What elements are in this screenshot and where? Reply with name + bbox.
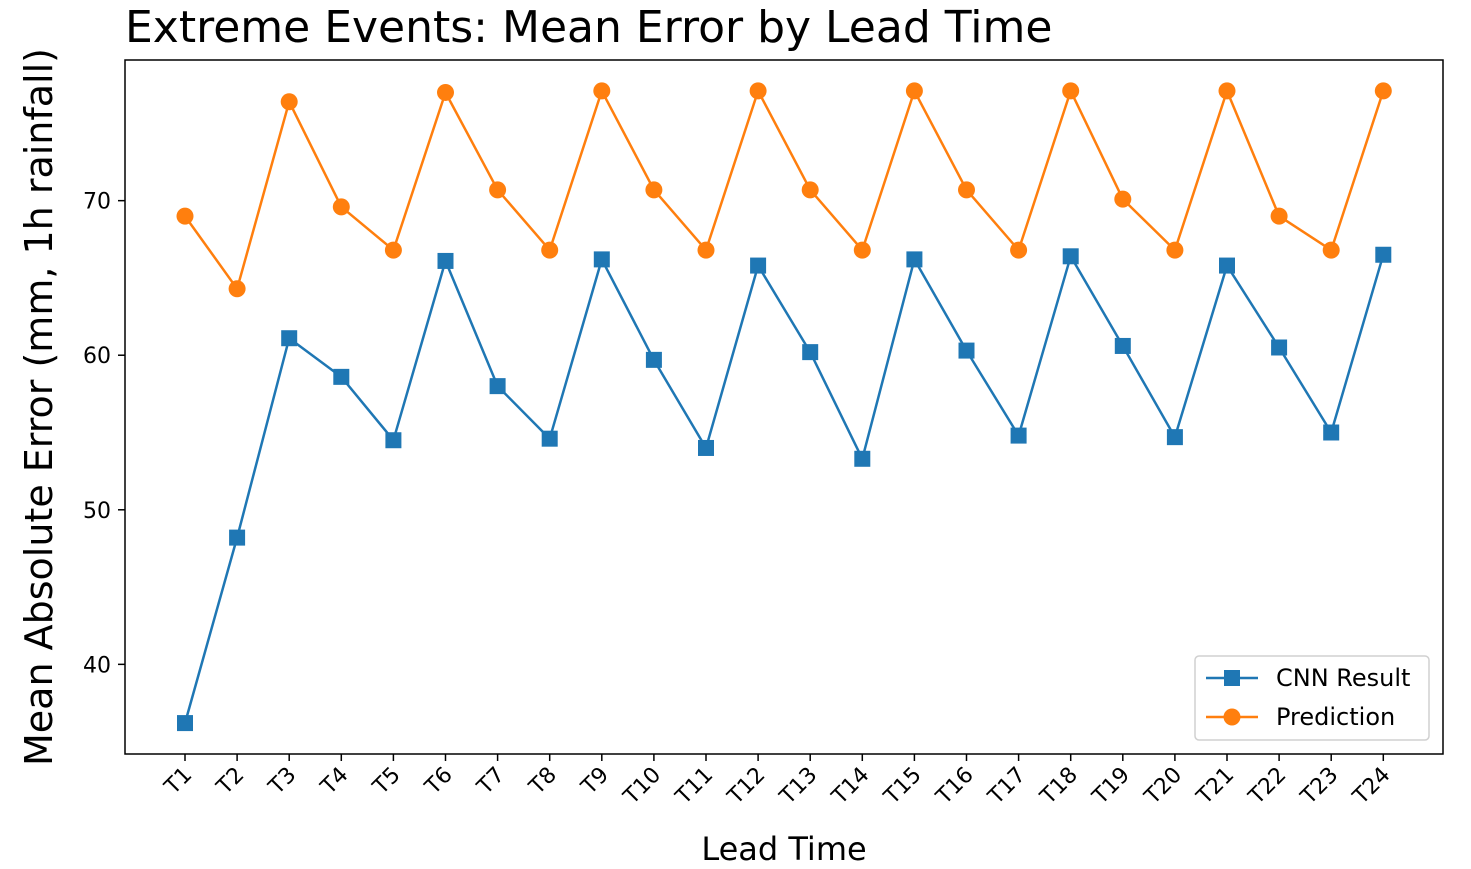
x-tick-label: T4 <box>316 763 354 801</box>
data-point-cnn-result <box>385 432 402 449</box>
y-tick-label: 60 <box>83 344 111 369</box>
legend-label-cnn: CNN Result <box>1276 664 1410 692</box>
data-point-prediction <box>1270 207 1288 225</box>
data-point-cnn-result <box>593 251 610 268</box>
plot-frame <box>124 59 1444 755</box>
x-tick-label: T10 <box>618 763 666 811</box>
x-tick-label: T22 <box>1244 763 1292 811</box>
data-point-prediction <box>280 93 298 111</box>
x-tick-label: T20 <box>1139 763 1187 811</box>
data-point-prediction <box>905 82 923 100</box>
data-point-cnn-result <box>177 715 193 732</box>
data-point-prediction <box>541 241 559 259</box>
data-point-cnn-result <box>541 430 558 447</box>
data-point-prediction <box>593 82 611 100</box>
data-point-cnn-result <box>489 378 506 395</box>
x-tick-label: T6 <box>420 763 458 801</box>
data-point-prediction <box>1166 241 1184 259</box>
x-tick-label: T19 <box>1087 763 1135 811</box>
x-tick-label: T2 <box>212 763 250 801</box>
x-tick-label: T21 <box>1192 763 1240 811</box>
data-point-prediction <box>228 280 246 298</box>
series-layer <box>176 82 1392 732</box>
x-tick-label: T5 <box>368 763 406 801</box>
x-tick-label: T9 <box>576 763 614 801</box>
data-point-prediction <box>958 181 975 199</box>
data-point-cnn-result <box>1010 427 1027 444</box>
data-point-cnn-result <box>229 529 246 546</box>
data-point-cnn-result <box>1375 246 1392 263</box>
x-tick-label: T7 <box>472 763 510 801</box>
data-point-cnn-result <box>1271 339 1288 356</box>
data-point-prediction <box>749 82 767 100</box>
legend-label-prediction: Prediction <box>1276 703 1395 731</box>
data-point-prediction <box>176 207 194 225</box>
x-tick-label: T8 <box>524 763 562 801</box>
data-point-cnn-result <box>1062 248 1079 265</box>
data-point-prediction <box>1114 190 1132 208</box>
x-tick-label: T18 <box>1035 763 1083 811</box>
x-tick-label: T13 <box>775 763 823 811</box>
data-point-cnn-result <box>1219 257 1235 274</box>
data-point-cnn-result <box>750 257 767 274</box>
data-point-cnn-result <box>437 252 454 269</box>
series-line-cnn-result <box>183 254 1385 724</box>
series-line-prediction <box>183 89 1385 291</box>
data-point-prediction <box>332 198 350 216</box>
data-point-cnn-result <box>802 344 819 361</box>
y-tick-label: 40 <box>83 653 111 678</box>
legend-marker-cnn <box>1224 670 1240 686</box>
data-point-cnn-result <box>698 439 714 456</box>
x-tick-label: T3 <box>264 763 302 801</box>
x-tick-label: T12 <box>723 763 771 811</box>
x-tick-label: T14 <box>827 763 875 811</box>
legend-marker-prediction <box>1223 708 1241 726</box>
data-point-prediction <box>437 83 454 101</box>
data-point-cnn-result <box>906 251 923 268</box>
data-point-cnn-result <box>281 330 298 347</box>
data-point-cnn-result <box>854 450 871 467</box>
x-axis-ticks: T1 T2 T3 T4 T5 T6 T7 T8 T9 T10 T11 T12 T13 T14 T15 T16 T… <box>159 754 1396 811</box>
x-tick-label: T24 <box>1348 763 1396 811</box>
x-axis-label: Lead Time <box>701 830 866 868</box>
chart-title: Extreme Events: Mean Error by Lead Time <box>125 2 1052 53</box>
x-tick-label: T1 <box>159 763 197 801</box>
data-point-prediction <box>1062 82 1080 100</box>
data-point-prediction <box>697 241 715 259</box>
data-point-prediction <box>489 181 507 199</box>
legend: CNN Result Prediction <box>1194 655 1430 741</box>
data-point-prediction <box>801 181 819 199</box>
data-point-prediction <box>1322 241 1340 259</box>
y-tick-label: 70 <box>83 190 111 215</box>
x-tick-label: T17 <box>983 763 1031 811</box>
x-tick-label: T16 <box>931 763 979 811</box>
data-point-prediction <box>1218 82 1236 100</box>
x-tick-label: T15 <box>879 763 927 811</box>
x-tick-label: T23 <box>1296 763 1344 811</box>
data-point-cnn-result <box>1166 429 1183 446</box>
data-point-prediction <box>645 181 663 199</box>
y-axis-ticks: 40 50 60 70 <box>83 190 125 678</box>
data-point-prediction <box>1010 241 1028 259</box>
y-tick-label: 50 <box>83 499 111 524</box>
data-point-cnn-result <box>1114 337 1131 354</box>
data-point-prediction <box>853 241 871 259</box>
data-point-prediction <box>1374 82 1392 100</box>
y-axis-label: Mean Absolute Error (mm, 1h rainfall) <box>17 48 61 766</box>
data-point-cnn-result <box>645 351 662 368</box>
data-point-cnn-result <box>333 368 350 385</box>
data-point-prediction <box>384 241 402 259</box>
data-point-cnn-result <box>958 342 975 359</box>
data-point-cnn-result <box>1323 424 1340 441</box>
x-tick-label: T11 <box>671 763 719 811</box>
